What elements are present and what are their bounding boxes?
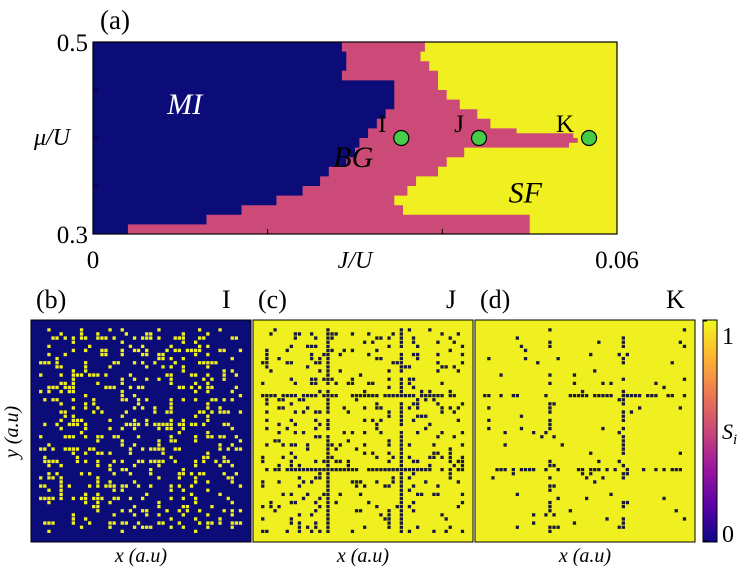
point-k bbox=[580, 129, 598, 147]
panel-d: (d) K x (a.u) bbox=[474, 285, 696, 567]
colorbar-label: Si bbox=[722, 419, 737, 448]
phase-diagram-panel: 0 0.06 0.3 0.5 MI BG SF I J K (a) μ/U J/U bbox=[33, 5, 639, 274]
point-label-j: J bbox=[454, 111, 464, 138]
panel-b-x-label: x (a.u) bbox=[114, 545, 168, 567]
point-label-i: I bbox=[378, 111, 386, 138]
panel-label-c: (c) bbox=[258, 285, 287, 314]
point-i bbox=[393, 129, 410, 147]
panel-c: (c) J x (a.u) bbox=[252, 285, 474, 567]
colorbar-label-main: S bbox=[722, 419, 733, 444]
colorbar: 1 0 Si bbox=[702, 319, 737, 548]
colorbar-max-label: 1 bbox=[722, 324, 734, 350]
spin-sites bbox=[261, 328, 465, 533]
panel-d-x-label: x (a.u) bbox=[558, 545, 612, 567]
panel-label-d: (d) bbox=[480, 285, 510, 314]
colorbar-min-label: 0 bbox=[722, 522, 734, 548]
panel-b-frame bbox=[30, 319, 252, 543]
mi-region bbox=[93, 42, 395, 234]
panel-c-x-label: x (a.u) bbox=[336, 545, 390, 567]
x-axis-label: J/U bbox=[338, 248, 374, 274]
y-tick-label: 0.3 bbox=[57, 222, 88, 249]
region-label-sf: SF bbox=[509, 176, 543, 209]
region-label-mi: MI bbox=[166, 88, 204, 121]
x-tick-label: 0.06 bbox=[595, 247, 639, 274]
colorbar-label-sub: i bbox=[733, 432, 737, 448]
region-label-bg: BG bbox=[333, 141, 373, 174]
panel-c-frame bbox=[252, 319, 474, 543]
panel-label-b: (b) bbox=[36, 285, 66, 314]
panel-c-point-label: J bbox=[446, 285, 456, 314]
panel-b-y-label: y (a.u) bbox=[1, 406, 23, 461]
colorbar-gradient bbox=[702, 319, 718, 543]
x-tick-label: 0 bbox=[87, 247, 100, 274]
y-tick-label: 0.5 bbox=[57, 30, 88, 57]
point-j bbox=[470, 129, 488, 147]
panel-b-map bbox=[31, 320, 251, 542]
panel-b-point-label: I bbox=[222, 285, 231, 314]
panel-d-frame bbox=[474, 319, 696, 543]
panel-d-point-label: K bbox=[666, 285, 685, 314]
point-label-k: K bbox=[556, 111, 574, 138]
panel-d-map bbox=[475, 320, 695, 542]
panel-label-a: (a) bbox=[100, 5, 130, 35]
y-axis-label: μ/U bbox=[33, 125, 72, 151]
panel-b: (b) I x (a.u) y (a.u) bbox=[1, 285, 252, 567]
